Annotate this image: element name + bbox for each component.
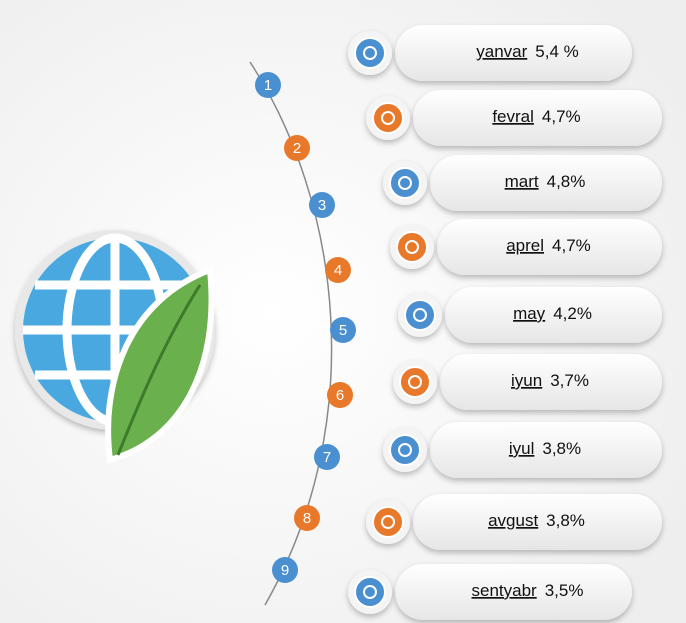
label: mart 4,8% [505, 172, 586, 191]
icon-glyph [363, 585, 377, 599]
label: yanvar 5,4 % [476, 42, 579, 61]
number-badge [309, 192, 335, 218]
number: 7 [323, 449, 331, 466]
number-badge [325, 257, 351, 283]
label: fevral 4,7% [492, 107, 580, 126]
icon-glyph [408, 375, 422, 389]
number-badge [255, 72, 281, 98]
value: 3,8% [542, 439, 581, 458]
pill [430, 422, 662, 478]
value: 3,8% [546, 511, 585, 530]
value: 4,7% [552, 236, 591, 255]
icon [404, 299, 436, 331]
globe-logo [15, 230, 215, 464]
number-badge [314, 444, 340, 470]
value: 4,8% [547, 172, 586, 191]
value: 4,2% [553, 304, 592, 323]
icon [372, 102, 404, 134]
number: 2 [293, 140, 301, 157]
icon-glyph [381, 515, 395, 529]
month: iyul [509, 439, 535, 458]
number: 6 [336, 387, 344, 404]
value: 5,4 % [535, 42, 578, 61]
icon [389, 434, 421, 466]
row: 3 mart 4,8% [309, 155, 662, 218]
icon [396, 231, 428, 263]
pill [413, 494, 662, 550]
label: may 4,2% [513, 304, 592, 323]
row: 7 iyul 3,8% [314, 422, 662, 478]
number: 8 [303, 510, 311, 527]
pill [395, 564, 632, 620]
row: 2 fevral 4,7% [284, 90, 662, 161]
month: may [513, 304, 546, 323]
label: avgust 3,8% [488, 511, 585, 530]
value: 4,7% [542, 107, 581, 126]
number: 5 [339, 322, 347, 339]
icon [354, 576, 386, 608]
number-badge [327, 382, 353, 408]
month: fevral [492, 107, 534, 126]
number-badge [272, 557, 298, 583]
icon-glyph [363, 46, 377, 60]
icon-glyph [413, 308, 427, 322]
pill [437, 219, 662, 275]
pill [430, 155, 662, 211]
month: iyun [511, 371, 542, 390]
icon [389, 167, 421, 199]
value: 3,7% [550, 371, 589, 390]
pill [445, 287, 662, 343]
number-badge [294, 505, 320, 531]
pill [440, 354, 662, 410]
icon-glyph [398, 443, 412, 457]
label: sentyabr 3,5% [472, 581, 584, 600]
month: aprel [506, 236, 544, 255]
icon [399, 366, 431, 398]
row: 9 sentyabr 3,5% [272, 557, 632, 620]
number: 9 [281, 562, 289, 579]
month: sentyabr [472, 581, 538, 600]
icon [354, 37, 386, 69]
label: iyun 3,7% [511, 371, 589, 390]
row: 6 iyun 3,7% [327, 354, 662, 410]
number: 4 [334, 262, 342, 279]
number: 3 [318, 197, 326, 214]
icon-glyph [405, 240, 419, 254]
row: 8 avgust 3,8% [294, 494, 662, 550]
pill [395, 25, 632, 81]
row: 5 may 4,2% [330, 287, 662, 343]
pill [413, 90, 662, 146]
label: iyul 3,8% [509, 439, 581, 458]
icon [372, 506, 404, 538]
month: yanvar [476, 42, 527, 61]
number-badge [330, 317, 356, 343]
number: 1 [264, 77, 272, 94]
row: 4 aprel 4,7% [325, 219, 662, 283]
icon-glyph [381, 111, 395, 125]
month: avgust [488, 511, 538, 530]
number-badge [284, 135, 310, 161]
month: mart [505, 172, 539, 191]
icon-glyph [398, 176, 412, 190]
label: aprel 4,7% [506, 236, 591, 255]
value: 3,5% [545, 581, 584, 600]
row: 1 yanvar 5,4 % [255, 25, 632, 98]
